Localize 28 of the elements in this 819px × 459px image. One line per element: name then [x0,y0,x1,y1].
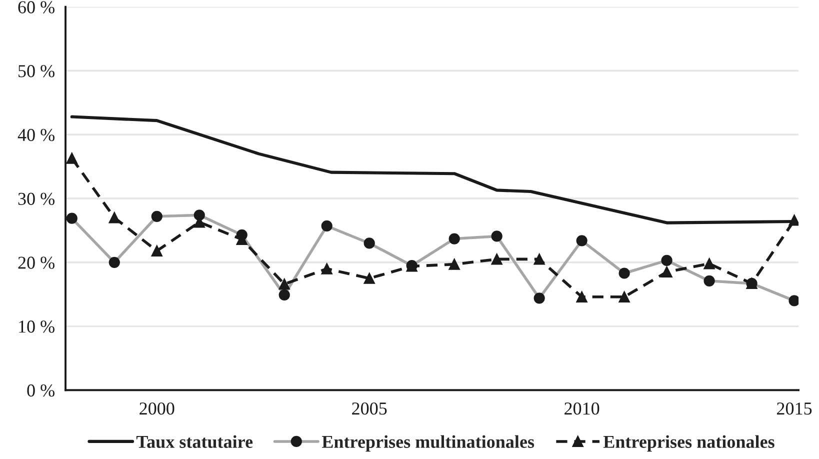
legend-label: Entreprises nationales [603,435,774,452]
point [704,258,715,270]
point [534,254,545,265]
point [576,291,588,302]
x-tick-label: 2000 [140,402,174,415]
x-tick-label: 2015 [777,402,812,415]
y-tick-label: 20 % [18,256,54,269]
point [491,254,502,265]
y-tick-label: 60 % [18,1,54,14]
point [321,263,332,274]
x-tick-label: 2010 [564,402,600,415]
legend-label: Taux statutaire [136,435,253,448]
point [108,212,120,224]
point [661,266,672,278]
legend-label: Entreprises multinationales [322,435,534,452]
y-tick-label: 40 % [18,128,54,142]
y-tick-label: 0 % [27,384,54,397]
point [448,258,460,270]
x-tick-label: 2005 [352,402,387,415]
point [618,291,630,302]
y-tick-label: 10 % [19,320,54,333]
y-tick-label: 50 % [18,65,54,78]
point [151,245,162,256]
y-tick-label: 30 % [18,192,54,206]
point [788,214,799,226]
point [364,272,375,284]
point [66,152,78,164]
point [278,278,290,290]
